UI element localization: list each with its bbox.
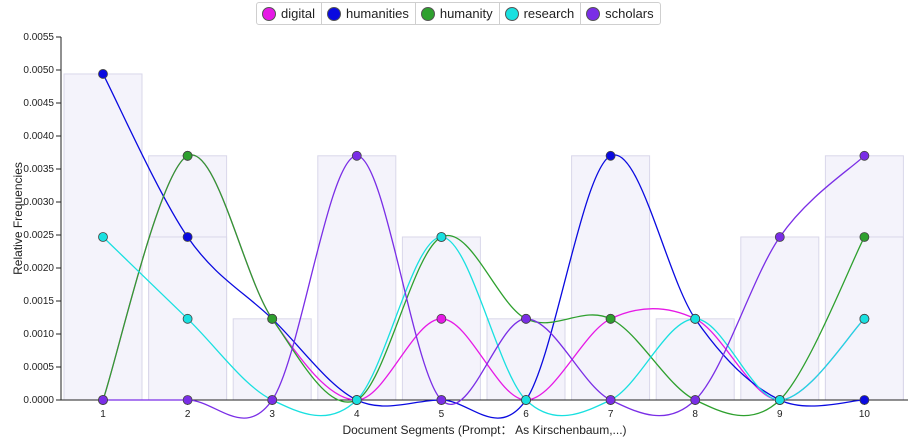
legend-item-research[interactable]: research [500,3,582,24]
data-point-research[interactable] [351,395,362,405]
data-point-scholars[interactable] [774,232,785,242]
series-line-research [102,236,865,417]
x-tick-label: 5 [439,409,445,420]
data-point-research[interactable] [690,313,701,324]
legend-swatch [262,6,276,21]
data-point-humanities[interactable] [605,150,616,161]
data-point-scholars[interactable] [859,150,870,161]
x-tick-label: 6 [523,409,529,420]
series-line-humanity [102,154,865,417]
legend-swatch [586,6,601,21]
x-tick-label: 10 [859,409,871,420]
legend: digital humanities humanity research scholar… [256,2,661,25]
data-point-humanity[interactable] [267,313,278,324]
y-tick-label: 0.0035 [23,164,54,175]
y-tick-label: 0.0015 [23,296,54,307]
legend-item-digital[interactable]: digital [257,3,322,24]
data-point-research[interactable] [182,313,193,324]
y-tick-label: 0.0010 [23,329,54,340]
background-bar [824,155,904,401]
legend-label: humanity [439,6,493,21]
data-point-scholars[interactable] [267,395,278,405]
data-point-scholars[interactable] [182,395,193,405]
data-point-research[interactable] [521,395,531,405]
data-point-humanities[interactable] [182,232,193,242]
background-bar [571,155,651,401]
x-tick-label: 1 [100,409,106,420]
x-tick-label: 8 [692,409,698,420]
background-bar [148,155,228,401]
x-tick-label: 9 [777,409,783,420]
x-axis-title: Document Segments (Prompt： As Kirschenba… [342,423,626,437]
background-bar [740,236,820,401]
data-point-scholars[interactable] [521,313,531,324]
background-bar [317,155,397,401]
x-tick-label: 4 [354,409,360,420]
background-bars [63,73,904,401]
axes: 0.0000 0.0005 0.0010 0.0015 0.0020 0.0025 0.00… [23,32,908,420]
y-tick-label: 0.0005 [23,362,54,373]
legend-item-humanity[interactable]: humanity [416,3,500,24]
legend-label: digital [281,6,315,21]
y-tick-label: 0.0040 [23,131,54,142]
data-point-research[interactable] [98,232,108,242]
legend-swatch [420,6,435,21]
legend-label: scholars [605,6,654,21]
data-point-scholars[interactable] [605,395,616,405]
y-tick-label: 0.0055 [23,32,54,43]
series-line-humanities [102,73,865,419]
y-tick-label: 0.0025 [23,230,54,241]
legend-swatch [504,6,519,21]
y-axis-title: Relative Frequencies [11,162,25,275]
legend-item-humanities[interactable]: humanities [322,3,416,24]
x-tick-label: 7 [608,409,614,420]
y-tick-label: 0.0045 [23,98,54,109]
data-point-research[interactable] [859,313,870,324]
data-point-digital[interactable] [436,313,447,324]
background-bar [486,318,566,401]
data-point-humanity[interactable] [605,313,616,324]
series-lines [102,73,865,419]
y-tick-label: 0.0000 [23,395,54,406]
y-tick-label: 0.0050 [23,65,54,76]
data-point-scholars[interactable] [690,395,701,405]
series-points [98,69,870,405]
legend-swatch [326,6,341,21]
data-point-scholars[interactable] [98,395,108,405]
legend-label: humanities [345,6,409,21]
data-point-research[interactable] [774,395,785,405]
data-point-research[interactable] [436,232,447,242]
data-point-scholars[interactable] [351,150,362,161]
y-tick-label: 0.0030 [23,197,54,208]
data-point-humanity[interactable] [182,150,193,161]
y-tick-label: 0.0020 [23,263,54,274]
series-line-scholars [103,155,865,419]
background-bar [655,318,735,401]
legend-item-scholars[interactable]: scholars [581,3,659,24]
background-bar [232,318,312,401]
x-tick-label: 3 [269,409,275,420]
data-point-scholars[interactable] [436,395,447,405]
data-point-humanities[interactable] [859,395,870,405]
data-point-humanities[interactable] [98,69,108,79]
data-point-humanity[interactable] [859,232,870,242]
legend-label: research [523,6,575,21]
x-tick-label: 2 [185,409,191,420]
